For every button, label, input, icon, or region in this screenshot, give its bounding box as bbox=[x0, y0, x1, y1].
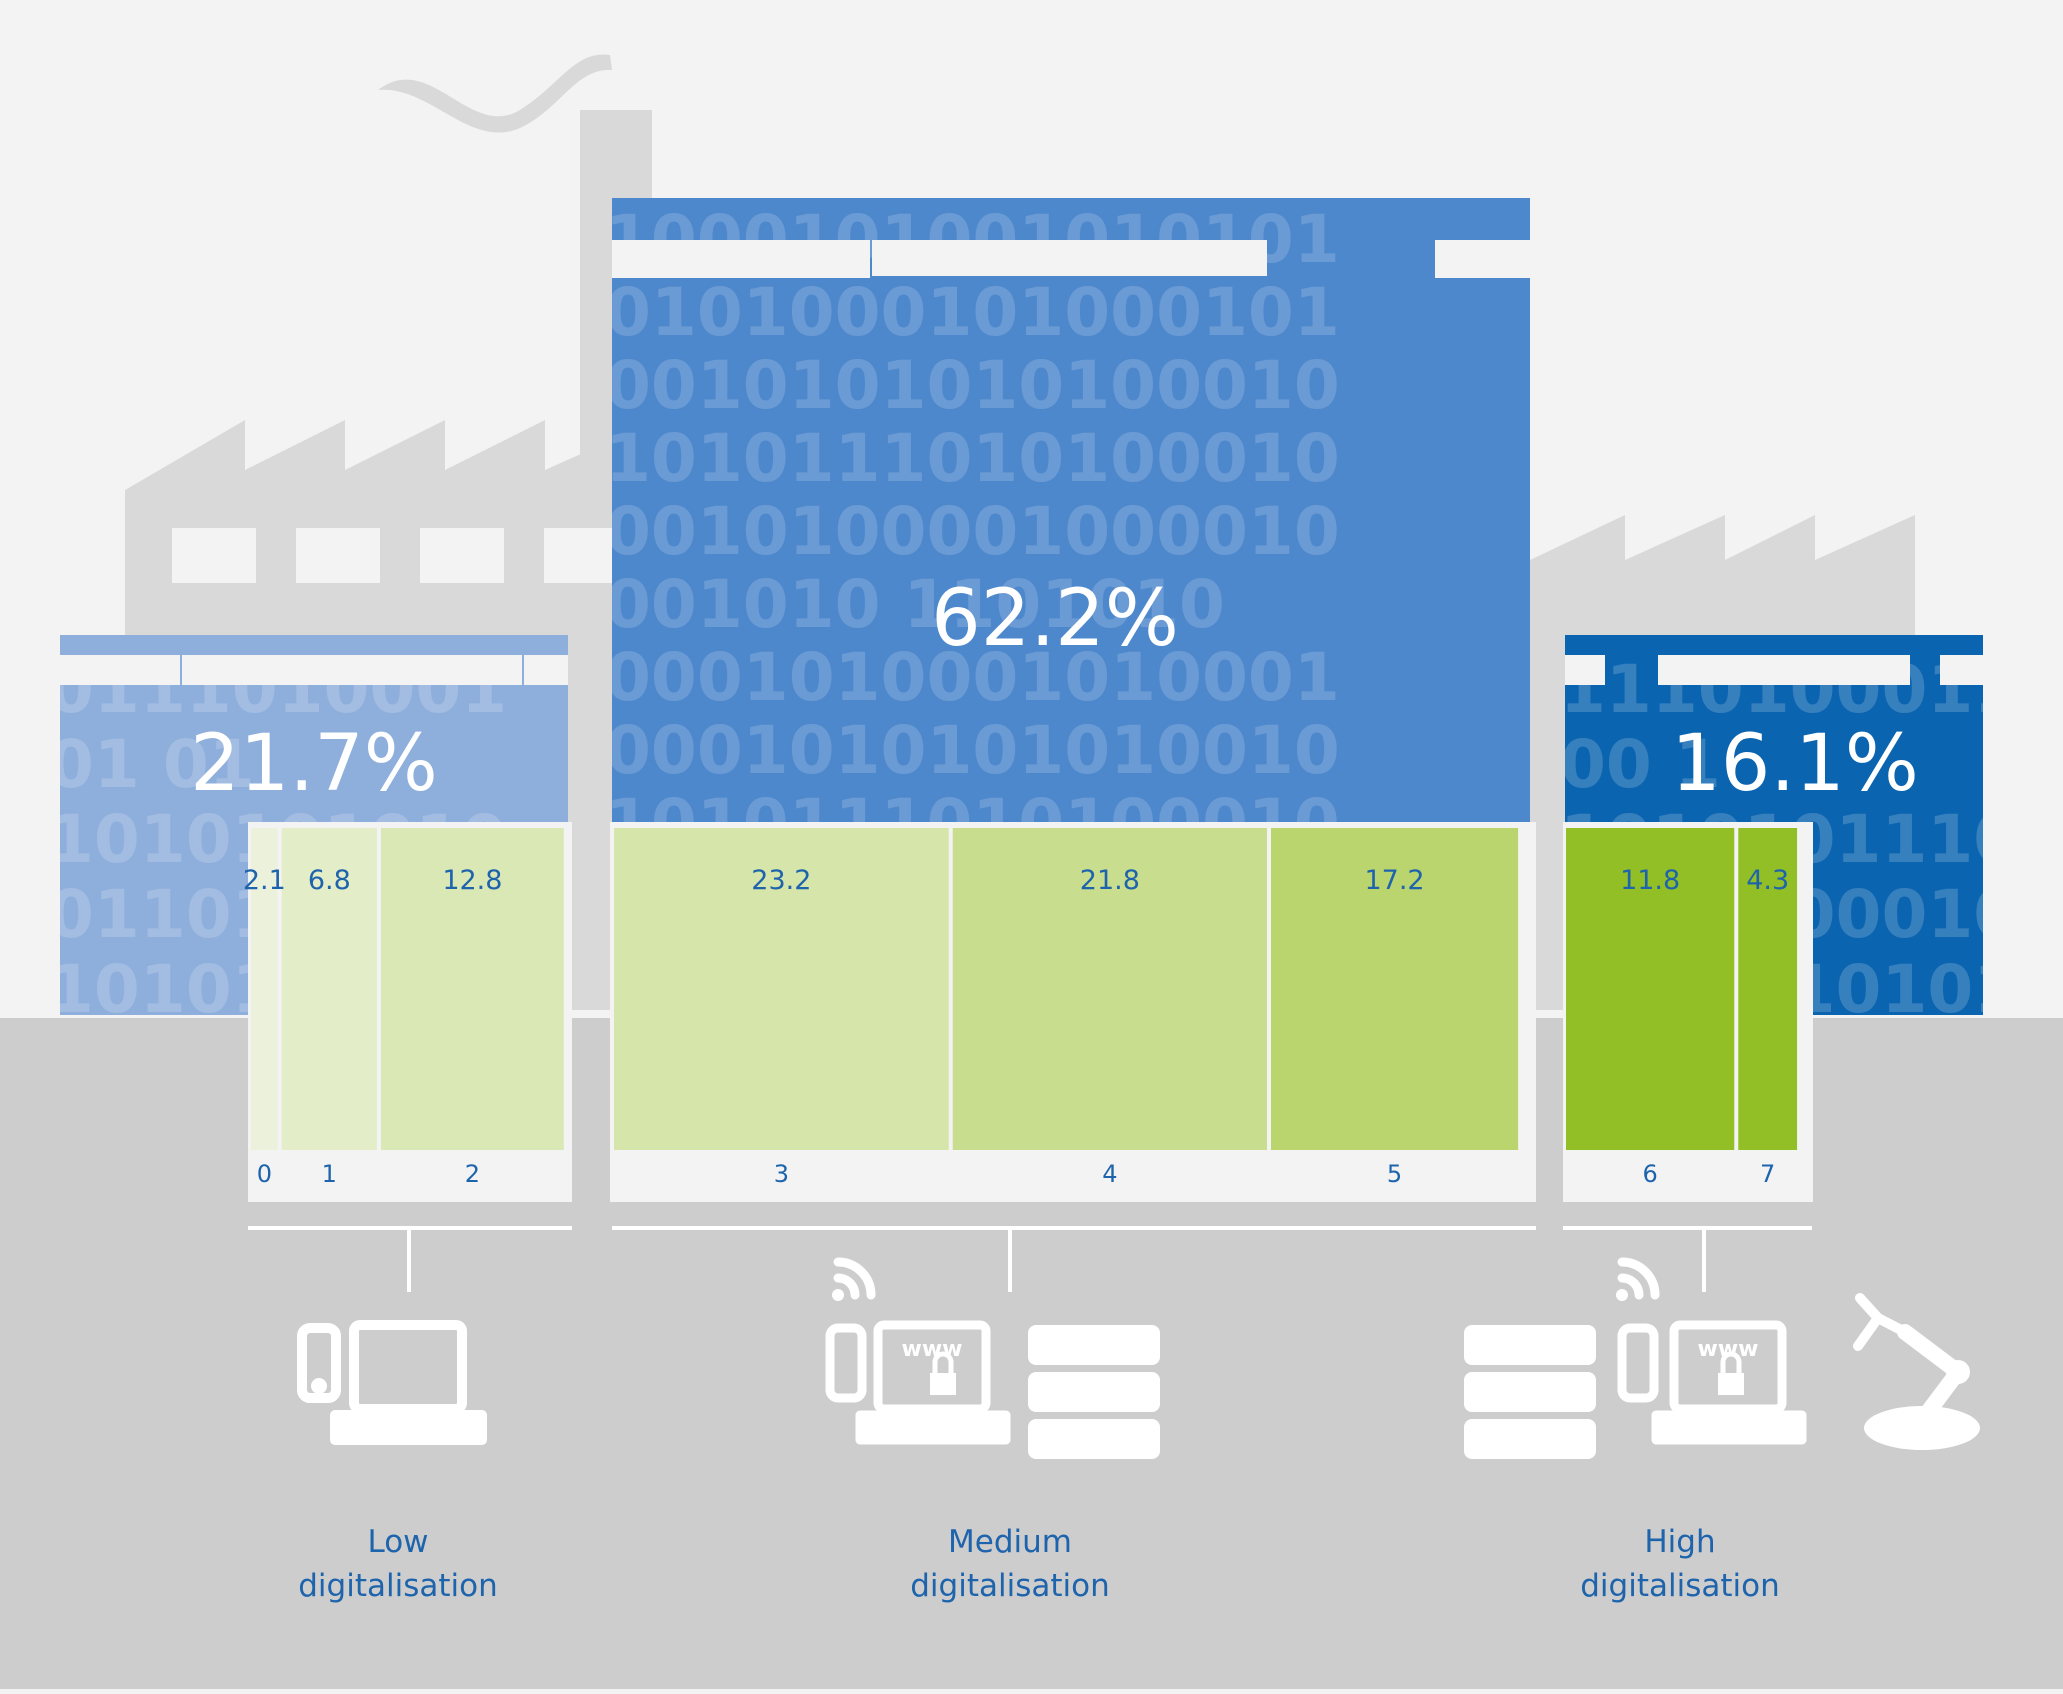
bar-1 bbox=[281, 828, 377, 1150]
medium-total-label: 62.2% bbox=[931, 574, 1179, 664]
wifi-icon bbox=[1616, 1257, 1660, 1301]
value-label-6: 11.8 bbox=[1620, 865, 1680, 896]
svg-text:0010101010100010: 0010101010100010 bbox=[605, 347, 1340, 424]
high-bracket bbox=[1563, 1226, 1812, 1292]
svg-text:1010111010100010: 1010111010100010 bbox=[605, 420, 1340, 497]
bar-6 bbox=[1566, 828, 1735, 1150]
low-label-line1: Low bbox=[367, 1524, 428, 1560]
value-label-5: 17.2 bbox=[1364, 865, 1424, 896]
phone-icon bbox=[1617, 1323, 1659, 1403]
category-label-6: 6 bbox=[1642, 1160, 1657, 1188]
low-icons bbox=[297, 1320, 487, 1445]
bar-7 bbox=[1738, 828, 1798, 1150]
laptop-icon bbox=[330, 1320, 487, 1445]
svg-text:00 1: 00 1 bbox=[1560, 726, 1721, 803]
high-icons: www bbox=[1464, 1257, 1980, 1459]
value-label-3: 23.2 bbox=[751, 865, 811, 896]
category-label-3: 3 bbox=[774, 1160, 789, 1188]
bar-2 bbox=[380, 828, 564, 1150]
phone-icon bbox=[297, 1323, 341, 1403]
bar-4 bbox=[952, 828, 1267, 1150]
category-label-1: 1 bbox=[322, 1160, 337, 1188]
value-label-0: 2.1 bbox=[243, 865, 286, 896]
low-bracket bbox=[248, 1226, 572, 1292]
svg-text:0010100001000010: 0010100001000010 bbox=[605, 493, 1340, 570]
wifi-icon bbox=[832, 1257, 876, 1301]
secure-web-laptop-icon: www bbox=[855, 1320, 1011, 1445]
medium-building: 1000101001010101 0101000101000101 001010… bbox=[605, 198, 1530, 862]
factory-windows bbox=[172, 528, 612, 583]
server-icon bbox=[1028, 1325, 1160, 1459]
category-label-5: 5 bbox=[1387, 1160, 1402, 1188]
robot-arm-icon bbox=[1853, 1293, 1980, 1450]
medium-binary-pattern: 1000101001010101 0101000101000101 001010… bbox=[605, 201, 1340, 862]
svg-text:0001010101010010: 0001010101010010 bbox=[605, 712, 1340, 789]
category-label-7: 7 bbox=[1760, 1160, 1775, 1188]
medium-icons: www bbox=[825, 1257, 1160, 1459]
high-label-line2: digitalisation bbox=[1580, 1568, 1780, 1604]
svg-text:0001010001010001: 0001010001010001 bbox=[605, 639, 1340, 716]
bar-5 bbox=[1271, 828, 1519, 1150]
svg-text:www: www bbox=[1698, 1337, 1759, 1362]
value-label-4: 21.8 bbox=[1080, 865, 1140, 896]
svg-text:0101000101000101: 0101000101000101 bbox=[605, 274, 1340, 351]
value-label-1: 6.8 bbox=[308, 865, 351, 896]
high-total-label: 16.1% bbox=[1671, 719, 1919, 809]
medium-bracket bbox=[612, 1226, 1536, 1292]
category-label-0: 0 bbox=[257, 1160, 272, 1188]
group-labels: Low digitalisation Medium digitalisation… bbox=[298, 1524, 1780, 1604]
bar-3 bbox=[614, 828, 949, 1150]
medium-label-line1: Medium bbox=[948, 1524, 1072, 1560]
low-label-line2: digitalisation bbox=[298, 1568, 498, 1604]
svg-text:www: www bbox=[902, 1337, 963, 1362]
secure-web-laptop-icon: www bbox=[1651, 1320, 1807, 1445]
svg-text:001010 1101010: 001010 1101010 bbox=[605, 566, 1225, 643]
category-labels: 0 1 2 3 4 5 6 7 bbox=[257, 1160, 1776, 1188]
svg-text:01 01: 01 01 bbox=[48, 726, 255, 803]
category-label-2: 2 bbox=[465, 1160, 480, 1188]
svg-text:1010111010100010: 1010111010100010 bbox=[605, 785, 1340, 862]
server-icon bbox=[1464, 1325, 1596, 1459]
group-brackets bbox=[248, 1226, 1812, 1292]
high-label-line1: High bbox=[1644, 1524, 1715, 1560]
value-label-7: 4.3 bbox=[1746, 865, 1789, 896]
bars bbox=[251, 828, 1798, 1150]
bar-0 bbox=[251, 828, 278, 1150]
medium-label-line2: digitalisation bbox=[910, 1568, 1110, 1604]
phone-icon bbox=[825, 1323, 867, 1403]
low-total-label: 21.7% bbox=[190, 719, 438, 809]
category-label-4: 4 bbox=[1102, 1160, 1117, 1188]
value-label-2: 12.8 bbox=[442, 865, 502, 896]
value-labels: 2.1 6.8 12.8 23.2 21.8 17.2 11.8 4.3 bbox=[243, 865, 1789, 896]
smoke-icon bbox=[378, 54, 612, 133]
